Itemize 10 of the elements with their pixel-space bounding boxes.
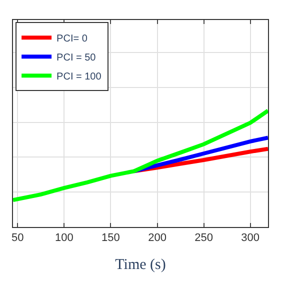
x-tick-label: 300 [241,232,260,244]
legend-label: PCI = 100 [56,71,102,82]
x-tick-label: 100 [55,232,74,244]
x-axis-title: Time (s) [115,257,166,274]
legend-label: PCI= 0 [56,33,88,44]
x-tick-label: 150 [102,232,120,244]
x-tick-label: 50 [12,232,24,244]
x-tick-label: 250 [194,232,213,244]
x-tick-label: 200 [148,232,166,244]
legend-label: PCI = 50 [56,52,96,64]
